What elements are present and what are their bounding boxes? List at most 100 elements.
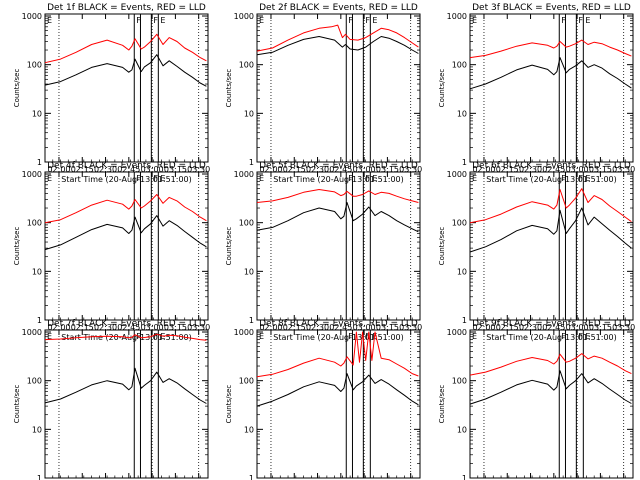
panel-title: Det 8f BLACK = Events, RED = LLD	[259, 319, 418, 329]
x-tick-label: 02:45	[329, 323, 352, 332]
y-tick-label: 10	[457, 425, 467, 434]
lld-series-line	[469, 353, 632, 376]
panel-title: Det 7f BLACK = Events, RED = LLD	[47, 319, 206, 329]
x-tick-label: 03:00	[566, 323, 589, 332]
plot-frame	[256, 171, 421, 321]
events-series-line	[469, 57, 632, 90]
events-series-line	[469, 370, 632, 405]
y-tick-label: 100	[27, 219, 42, 228]
panel-title: Det 2f BLACK = Events, RED = LLD	[259, 3, 418, 13]
x-tick-label: 02:45	[117, 165, 140, 174]
x-tick-label: 02:45	[329, 165, 352, 174]
x-tick-label: 02:15	[71, 165, 94, 174]
flag-marker: F	[153, 16, 158, 25]
y-axis-label: Counts/sec	[13, 69, 21, 108]
x-tick-label: 02:15	[71, 323, 94, 332]
plot-frame	[44, 171, 209, 321]
y-tick-label: 10	[32, 425, 42, 434]
events-series-line	[44, 54, 207, 87]
lld-series-line	[44, 333, 207, 341]
x-tick-label: 02:45	[542, 165, 565, 174]
flag-marker: E	[372, 16, 377, 25]
x-tick-label: 03:15	[589, 165, 612, 174]
x-tick-label: 02:15	[496, 165, 519, 174]
y-tick-label: 10	[457, 109, 467, 118]
y-tick-label: 1000	[22, 328, 42, 337]
x-tick-label: 03:30	[187, 165, 210, 174]
y-axis-label: Counts/sec	[438, 227, 446, 266]
y-tick-label: 1000	[234, 328, 254, 337]
y-axis-label: Counts/sec	[438, 69, 446, 108]
x-tick-label: 02:00	[472, 165, 495, 174]
flag-marker: F	[578, 174, 583, 183]
y-tick-label: 1	[37, 316, 42, 325]
flag-marker: E	[160, 174, 165, 183]
lld-series-line	[256, 189, 419, 203]
x-axis-label: Start Time (20-Aug-13 01:51:00)	[61, 175, 192, 184]
y-tick-label: 100	[452, 219, 467, 228]
flag-marker: F	[153, 174, 158, 183]
flag-marker: F	[561, 332, 566, 341]
x-tick-label: 02:30	[306, 165, 329, 174]
plot-frame	[469, 13, 634, 163]
x-tick-label: 02:00	[259, 323, 282, 332]
y-tick-label: 100	[239, 219, 254, 228]
panel-title: Det 5f BLACK = Events, RED = LLD	[259, 161, 418, 171]
flag-marker: E	[160, 16, 165, 25]
x-tick-label: 03:15	[164, 323, 187, 332]
x-tick-label: 02:15	[283, 323, 306, 332]
y-tick-label: 100	[452, 377, 467, 386]
flag-marker: E	[585, 174, 590, 183]
x-axis-label: Start Time (20-Aug-13 01:51:00)	[273, 175, 404, 184]
panel-title: Det 1f BLACK = Events, RED = LLD	[47, 3, 206, 13]
y-tick-label: 100	[27, 61, 42, 70]
flag-marker: F	[153, 332, 158, 341]
flag-marker: E	[259, 16, 264, 25]
lld-series-line	[256, 24, 419, 52]
y-tick-label: 100	[452, 61, 467, 70]
y-axis-label: Counts/sec	[13, 385, 21, 424]
plot-frame	[44, 13, 209, 163]
x-tick-label: 03:00	[141, 323, 164, 332]
flag-marker: F	[348, 332, 353, 341]
events-series-line	[44, 367, 207, 404]
y-tick-label: 100	[239, 377, 254, 386]
y-axis-label: Counts/sec	[438, 385, 446, 424]
y-tick-label: 1	[249, 474, 254, 480]
flag-marker: E	[259, 332, 264, 341]
plot-frame	[256, 329, 421, 479]
x-tick-label: 02:45	[117, 323, 140, 332]
x-tick-label: 02:30	[519, 165, 542, 174]
x-tick-label: 02:00	[259, 165, 282, 174]
x-tick-label: 03:15	[376, 323, 399, 332]
plot-frame	[44, 329, 209, 479]
events-series-line	[256, 36, 419, 56]
y-axis-label: Counts/sec	[225, 385, 233, 424]
y-tick-label: 1	[37, 474, 42, 480]
plot-frame	[469, 329, 634, 479]
flag-marker: F	[365, 16, 370, 25]
x-axis-label: Start Time (20-Aug-13 01:51:00)	[273, 333, 404, 342]
flag-marker: E	[472, 174, 477, 183]
plot-frame	[256, 13, 421, 163]
flag-marker: F	[136, 16, 141, 25]
x-tick-label: 02:45	[542, 323, 565, 332]
flag-marker: E	[259, 174, 264, 183]
flag-marker: E	[585, 16, 590, 25]
x-tick-label: 03:00	[141, 165, 164, 174]
lld-series-line	[44, 33, 207, 64]
panel-title: Det 6f BLACK = Events, RED = LLD	[472, 161, 631, 171]
x-tick-label: 02:15	[496, 323, 519, 332]
x-tick-label: 02:00	[472, 323, 495, 332]
x-tick-label: 03:30	[612, 323, 635, 332]
flag-marker: F	[136, 174, 141, 183]
flag-marker: E	[47, 16, 52, 25]
x-tick-label: 03:30	[399, 323, 422, 332]
y-tick-label: 1000	[447, 12, 467, 21]
